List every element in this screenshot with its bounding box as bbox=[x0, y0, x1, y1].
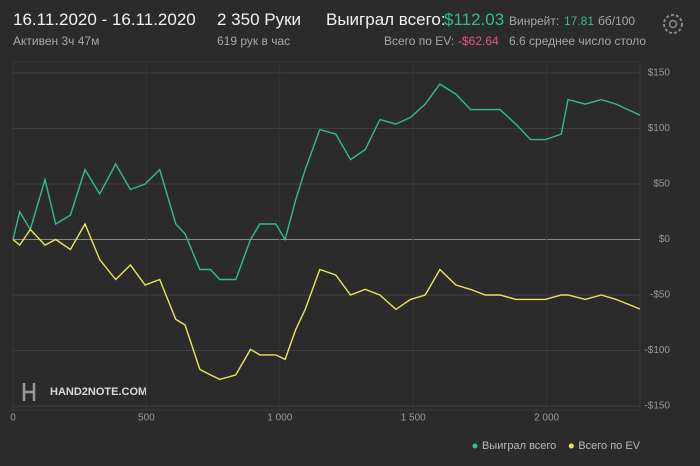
x-tick-label: 0 bbox=[10, 413, 16, 424]
y-tick-label: -$150 bbox=[644, 401, 670, 412]
winrate-label: Винрейт: bbox=[509, 14, 560, 28]
gear[interactable] bbox=[663, 14, 683, 34]
winrate-unit: бб/100 bbox=[598, 14, 636, 28]
plot-frame bbox=[12, 61, 641, 411]
y-tick-label: $50 bbox=[653, 179, 670, 190]
x-tick-label: 2 000 bbox=[534, 413, 559, 424]
y-tick-label: $0 bbox=[659, 234, 671, 245]
logo-icon bbox=[22, 383, 36, 401]
legend: Всего по EV Выиграл всего bbox=[472, 440, 641, 452]
active-time: Активен 3ч 47м bbox=[13, 34, 100, 48]
legend-swatch bbox=[472, 443, 478, 449]
avg-tables: 6.6 среднее число столо bbox=[509, 34, 647, 48]
y-tick-label: -$100 bbox=[644, 345, 670, 356]
legend-label: Выиграл всего bbox=[482, 440, 556, 452]
x-tick-label: 500 bbox=[138, 413, 155, 424]
legend-label: Всего по EV bbox=[578, 440, 640, 452]
hands: 2 350 Руки bbox=[217, 10, 302, 29]
won-value: $112.03 bbox=[444, 10, 505, 29]
y-tick-label: $100 bbox=[648, 123, 671, 134]
x-tick-label: 1 500 bbox=[401, 413, 426, 424]
gear-center[interactable] bbox=[668, 19, 678, 29]
won-label: Выиграл всего: bbox=[326, 10, 446, 29]
y-tick-label: $150 bbox=[648, 68, 671, 79]
series-line bbox=[12, 83, 641, 281]
y-tick-label: -$50 bbox=[650, 290, 670, 301]
legend-swatch bbox=[568, 443, 574, 449]
logo: HAND2NOTE.COM bbox=[22, 383, 147, 401]
ev-label: Всего по EV: bbox=[384, 34, 455, 48]
hands-per-hour: 619 рук в час bbox=[217, 34, 291, 48]
settings-icon[interactable] bbox=[663, 14, 683, 34]
series-line bbox=[12, 222, 641, 381]
date-range: 16.11.2020 - 16.11.2020 bbox=[13, 10, 196, 29]
x-tick-label: 1 000 bbox=[267, 413, 292, 424]
logo-text: HAND2NOTE.COM bbox=[50, 386, 147, 398]
ev-value: -$62.64 bbox=[458, 34, 499, 48]
winrate-value: 17.81 bbox=[564, 14, 595, 28]
